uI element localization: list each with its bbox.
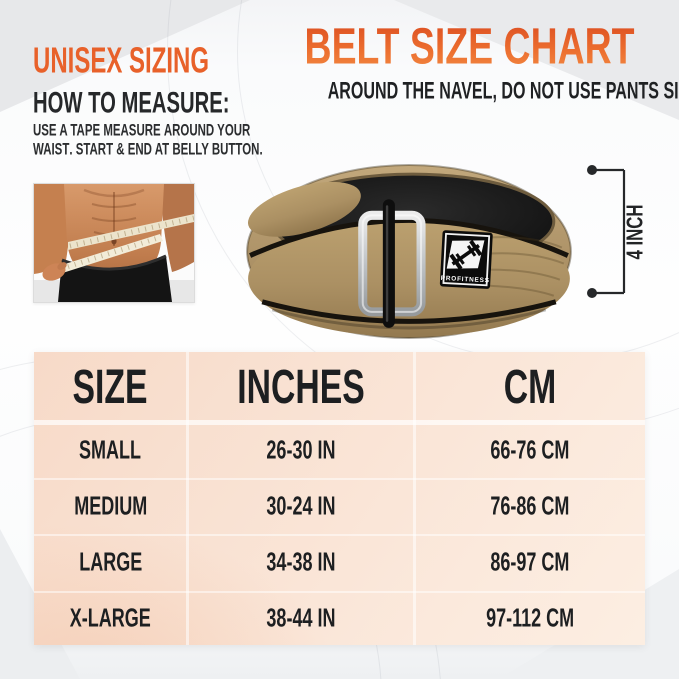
unisex-sizing-title: UNISEX SIZING: [33, 40, 268, 80]
belt-width-indicator: 4 INCH: [582, 158, 672, 306]
how-to-measure-label: HOW TO MEASURE:: [33, 86, 230, 119]
column-header-size: SIZE: [34, 352, 187, 422]
measure-instructions: USE A TAPE MEASURE AROUND YOUR WAIST. ST…: [33, 121, 343, 159]
belt-size-chart-title: BELT SIZE CHART: [258, 18, 670, 75]
instruction-text-bold: WAIST: [33, 141, 70, 159]
cm-value: 86-97 CM: [490, 547, 570, 577]
buckle-pin: [382, 199, 395, 328]
inches-cell-large: 34-38 IN: [187, 534, 415, 591]
size-cell-medium: MEDIUM: [34, 478, 187, 534]
navel-warning-text: AROUND THE NAVEL, DO NOT USE PANTS SIZE!: [327, 76, 679, 104]
cm-cell-medium: 76-86 CM: [415, 478, 645, 534]
inches-value: 34-38 IN: [266, 547, 336, 577]
torso-tape-measure-illustration: [34, 184, 194, 302]
column-header-text: INCHES: [237, 358, 365, 414]
instruction-text-bold: AROUND YOUR: [163, 122, 251, 140]
column-header-text: CM: [503, 358, 557, 414]
measurement-bracket: [587, 165, 626, 298]
cm-value: 76-86 CM: [490, 490, 570, 521]
chart-header: BELT SIZE CHART AROUND THE NAVEL, DO NOT…: [258, 18, 679, 102]
measure-instructions-line2: WAIST. START & END AT BELLY BUTTON.: [33, 140, 263, 160]
cm-cell-large: 86-97 CM: [415, 534, 645, 591]
size-cell-large: LARGE: [34, 534, 187, 591]
table-row-divider: [34, 591, 645, 593]
cm-cell-xlarge: 97-112 CM: [415, 591, 645, 645]
size-value: MEDIUM: [73, 490, 147, 521]
inches-cell-small: 26-30 IN: [187, 422, 415, 478]
table-header-divider: [34, 420, 645, 425]
navel-warning-subtitle: AROUND THE NAVEL, DO NOT USE PANTS SIZE!: [258, 78, 679, 102]
how-to-measure-heading: HOW TO MEASURE:: [33, 86, 295, 119]
column-header-cm: CM: [415, 352, 645, 422]
dumbbell-icon: [449, 239, 483, 270]
column-header-text: SIZE: [72, 358, 149, 414]
size-table: SIZE INCHES CM SMALL 26-30 IN 66-76 CM M…: [34, 352, 645, 645]
unisex-sizing-label: UNISEX SIZING: [33, 40, 210, 81]
table-row-divider: [34, 534, 645, 536]
inches-value: 26-30 IN: [266, 434, 336, 465]
table-column-divider: [186, 352, 189, 645]
instruction-text: USE A TAPE MEASURE: [33, 122, 164, 140]
size-cell-small: SMALL: [34, 422, 187, 478]
size-value: LARGE: [79, 547, 142, 577]
cm-value: 66-76 CM: [490, 434, 570, 465]
belt-size-chart-title-text: BELT SIZE CHART: [304, 18, 635, 75]
size-value: X-LARGE: [70, 602, 151, 633]
waist-measurement-photo: [33, 183, 195, 303]
table-column-divider: [413, 352, 416, 645]
measure-instructions-line1: USE A TAPE MEASURE AROUND YOUR: [33, 121, 250, 141]
weightlifting-belt-illustration: PROFITNESS: [246, 164, 572, 339]
brand-name-text: PROFITNESS: [441, 275, 490, 285]
inches-cell-xlarge: 38-44 IN: [187, 591, 415, 645]
cm-value: 97-112 CM: [485, 602, 575, 633]
instruction-text: . START & END AT BELLY BUTTON.: [69, 141, 263, 159]
inches-cell-medium: 30-24 IN: [187, 478, 415, 534]
column-header-inches: INCHES: [187, 352, 415, 422]
profitness-logo-patch: PROFITNESS: [439, 230, 493, 289]
inches-value: 30-24 IN: [266, 490, 336, 521]
belt-product-image: PROFITNESS: [242, 157, 580, 340]
table-row-divider: [34, 478, 645, 480]
cm-cell-small: 66-76 CM: [415, 422, 645, 478]
size-value: SMALL: [79, 434, 142, 465]
belt-width-label: 4 INCH: [622, 204, 649, 260]
inches-value: 38-44 IN: [266, 602, 336, 633]
size-cell-xlarge: X-LARGE: [34, 591, 187, 645]
